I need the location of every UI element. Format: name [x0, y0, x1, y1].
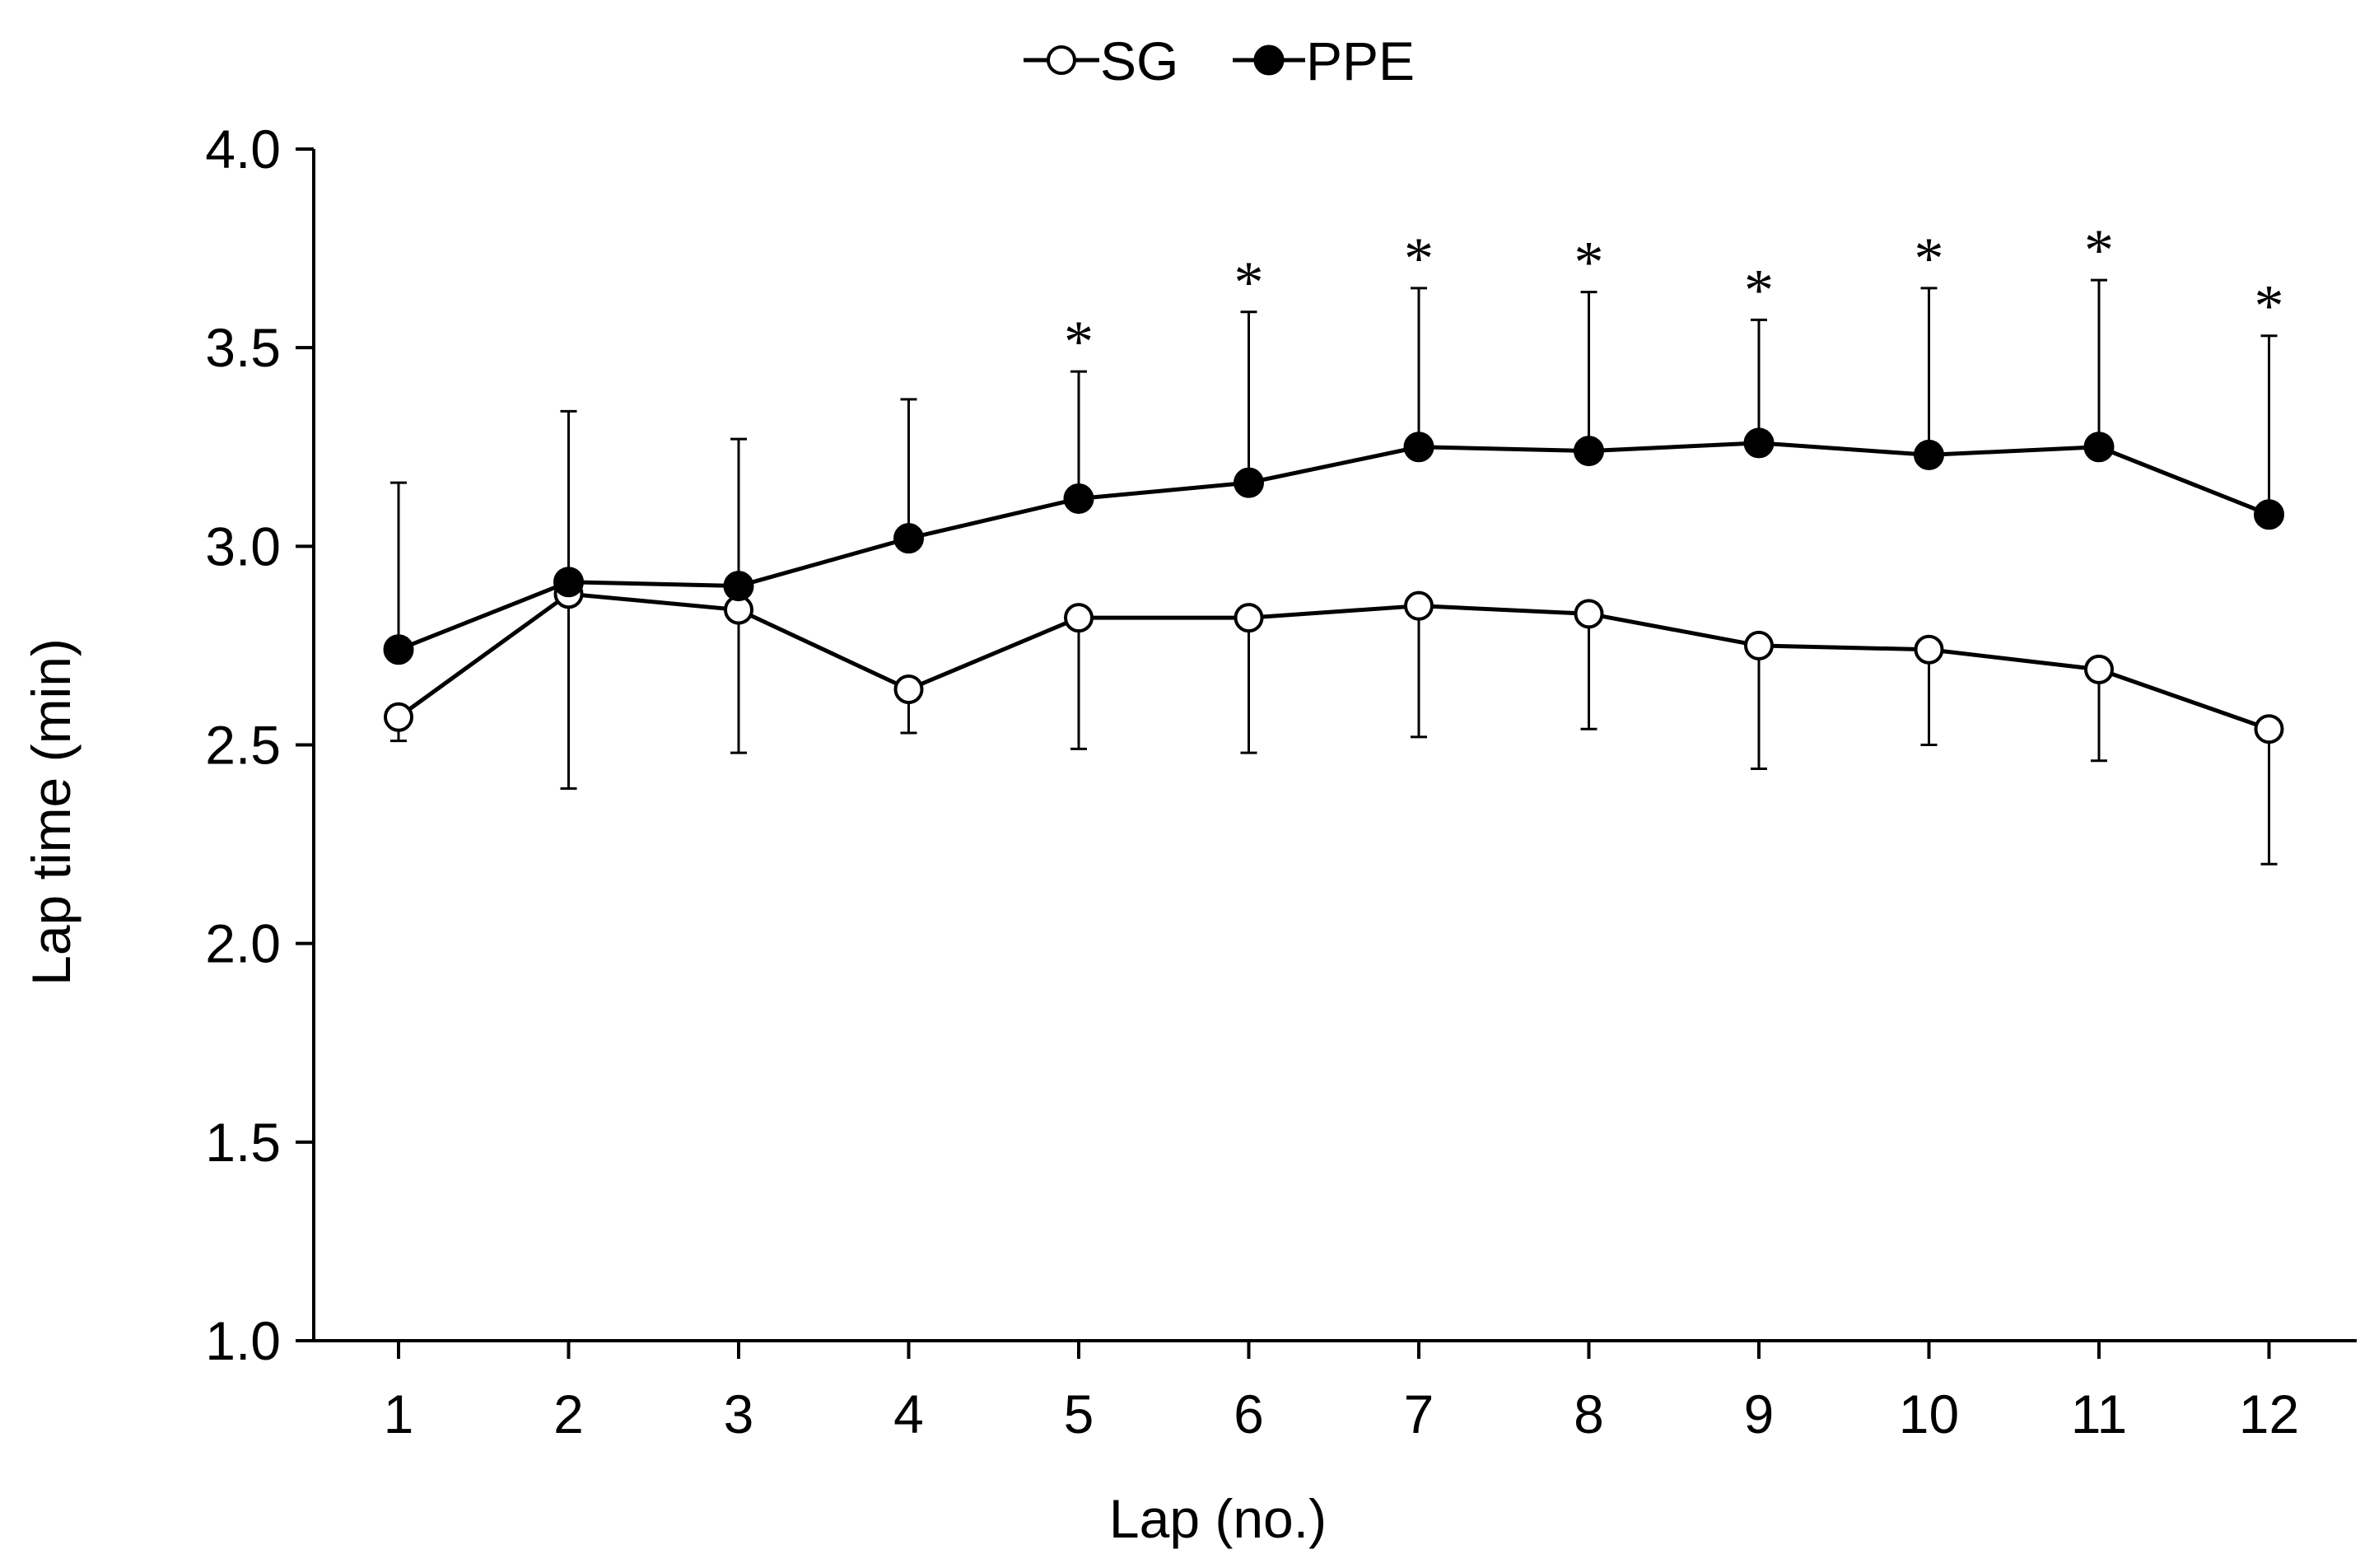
error-bars [390, 278, 2278, 866]
sg-point [1234, 603, 1264, 633]
series-lines [397, 441, 2270, 731]
y-tick-label: 1.0 [205, 1310, 281, 1371]
legend-ppe-marker [1253, 44, 1285, 76]
data-markers [383, 427, 2284, 744]
significance-asterisk: * [1404, 226, 1434, 292]
x-axis-title: Lap (no.) [1109, 1488, 1327, 1549]
x-tick-label: 2 [553, 1384, 584, 1444]
significance-asterisk: * [2084, 217, 2114, 283]
ppe-point [1063, 483, 1094, 514]
tick-labels: 1.01.52.02.53.03.54.01 2 3 4 5 6 7 8 9 10 11 12 [205, 119, 2299, 1444]
legend: SG PPE [1024, 30, 1415, 91]
ppe-point [1574, 436, 1604, 467]
x-tick-label: 9 [1744, 1384, 1775, 1444]
sg-point [1574, 599, 1604, 629]
x-tick-label: 8 [1574, 1384, 1604, 1444]
ppe-point [2254, 499, 2284, 530]
sg-point [1914, 634, 1944, 665]
significance-asterisk: * [1574, 230, 1604, 296]
sg-point [1064, 603, 1094, 633]
x-tick-label: 1 [384, 1384, 414, 1444]
y-tick-label: 2.5 [205, 715, 281, 776]
x-tick-label: 4 [893, 1384, 924, 1444]
ppe-point [893, 523, 924, 554]
sg-point [893, 674, 924, 704]
ppe-point [1743, 427, 1775, 459]
ppe-point [383, 634, 414, 665]
y-axis-title: Lap time (min) [21, 638, 82, 986]
sg-point [2084, 654, 2114, 684]
ppe-point [1403, 432, 1434, 463]
significance-asterisk: * [1915, 226, 1944, 292]
ppe-point [723, 571, 754, 602]
axes [296, 147, 2357, 1359]
legend-ppe-label: PPE [1306, 30, 1415, 91]
sg-point [1404, 590, 1434, 621]
y-tick-label: 1.5 [205, 1112, 281, 1173]
significance-asterisk: * [1744, 257, 1774, 323]
sg-point [1744, 630, 1774, 660]
x-tick-label: 11 [2071, 1384, 2128, 1444]
significance-asterisk: * [1234, 250, 1264, 315]
significance-markers: * * * * * * * * [1064, 217, 2284, 375]
x-tick-label: 12 [2239, 1384, 2299, 1444]
legend-sg-label: SG [1100, 30, 1178, 91]
sg-point [2254, 714, 2284, 744]
ppe-point [2083, 432, 2115, 463]
sg-series-line [397, 591, 2270, 731]
significance-asterisk: * [2255, 273, 2284, 339]
ppe-series-line [398, 441, 2270, 652]
legend-sg-marker [1047, 45, 1076, 75]
significance-asterisk: * [1064, 309, 1094, 375]
x-tick-label: 5 [1064, 1384, 1094, 1444]
y-tick-label: 2.0 [205, 913, 281, 974]
ppe-point [1234, 467, 1264, 498]
y-tick-label: 4.0 [205, 119, 281, 180]
ppe-point [553, 567, 584, 598]
x-tick-label: 6 [1234, 1384, 1264, 1444]
y-tick-label: 3.5 [205, 317, 281, 378]
ppe-point [1914, 439, 1944, 470]
x-tick-label: 7 [1404, 1384, 1434, 1444]
sg-point [384, 702, 413, 732]
x-tick-label: 3 [724, 1384, 754, 1444]
x-tick-label: 10 [1899, 1384, 1959, 1444]
y-tick-label: 3.0 [205, 516, 281, 576]
